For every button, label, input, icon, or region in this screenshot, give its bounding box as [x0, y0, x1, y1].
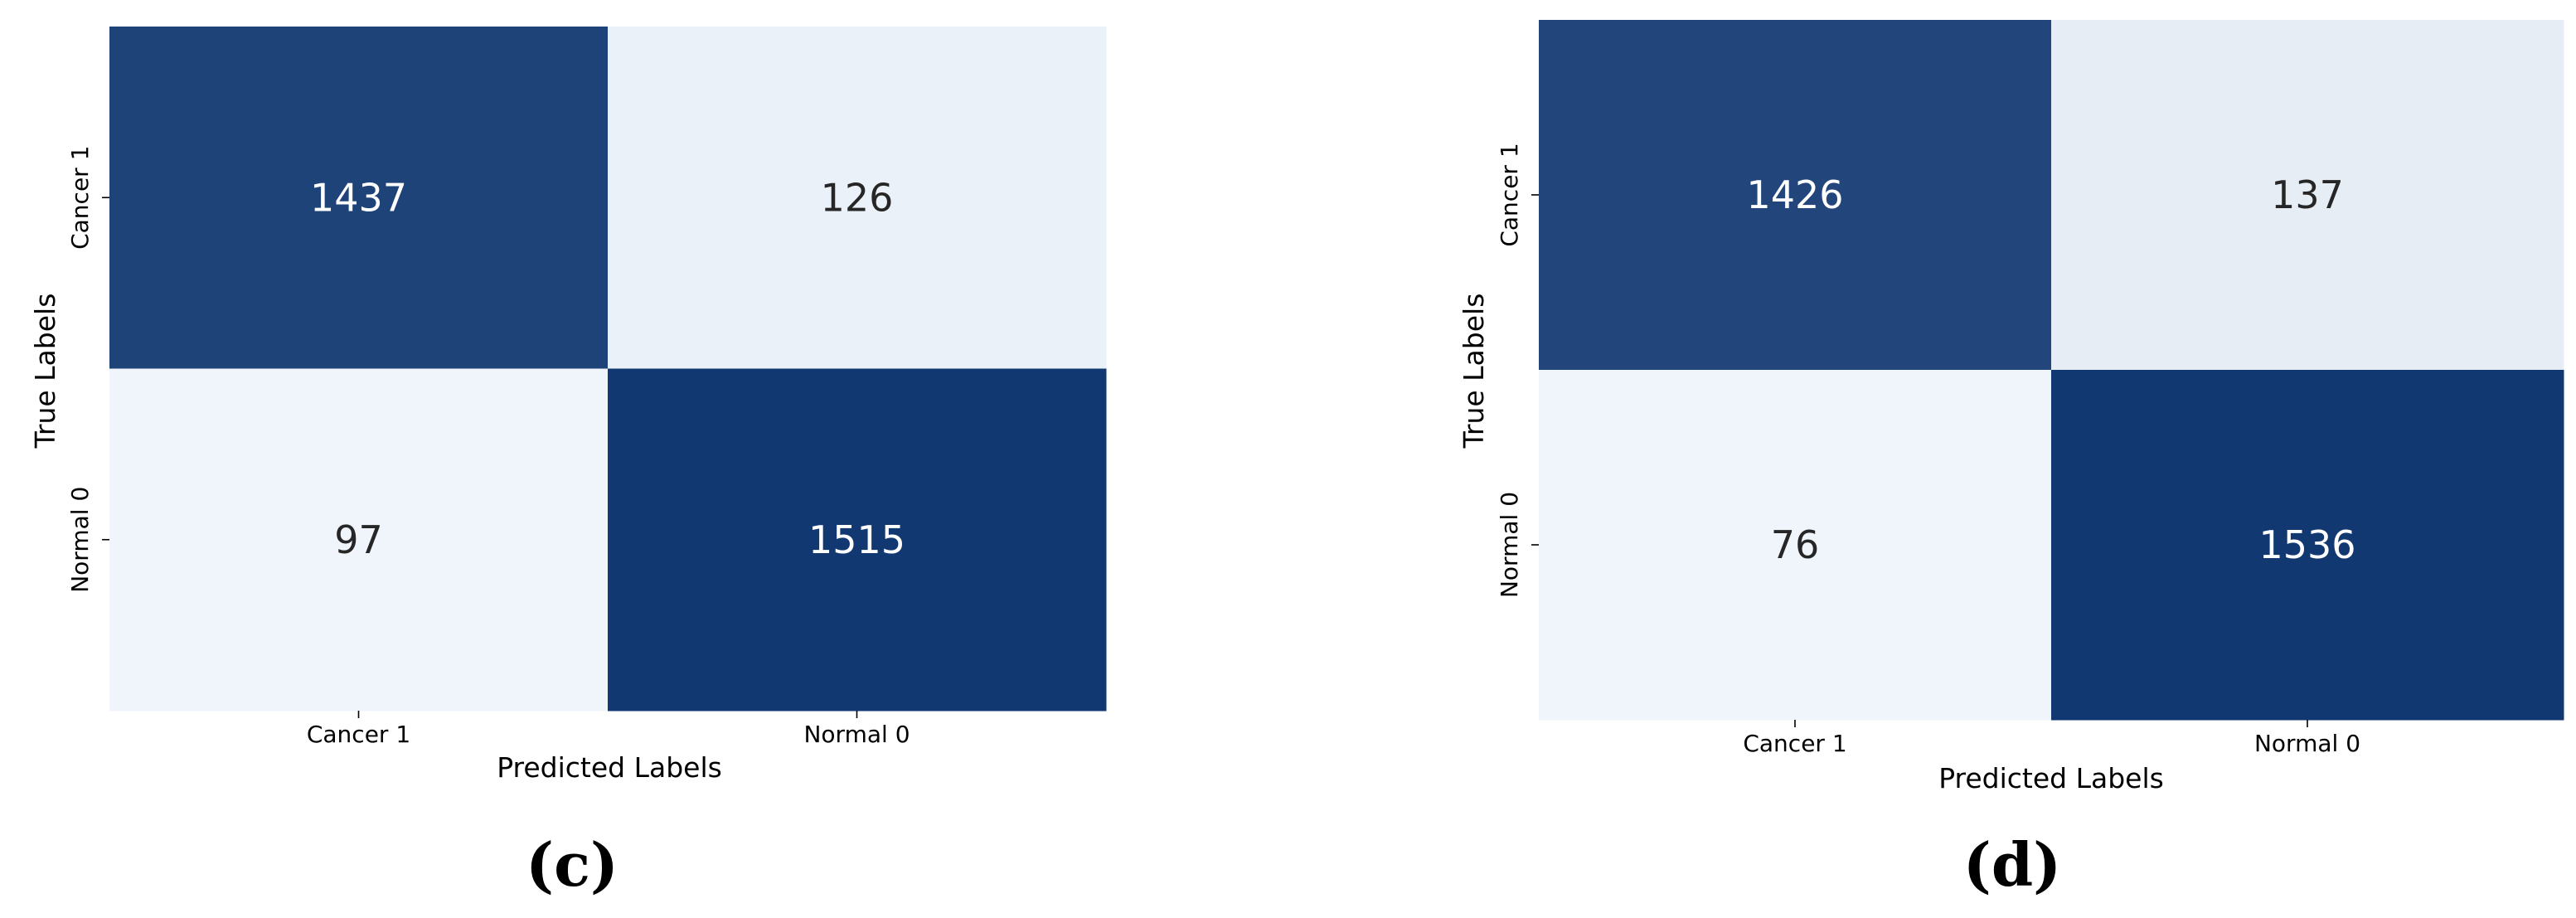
- confusion-matrix-d: 1426 137 76 1536 Cancer 1 Normal 0 Cancer 1 No…: [1458, 20, 2564, 900]
- axis-ticks: Cancer 1 Normal 0 Cancer 1 Normal 0: [66, 146, 910, 748]
- cell-value-label: 1426: [1746, 172, 1843, 217]
- heatmap-cell: [2051, 370, 2564, 721]
- cell-value-label: 97: [334, 517, 383, 562]
- x-tick-label: Normal 0: [2254, 730, 2360, 757]
- y-axis-label: True Labels: [29, 294, 61, 449]
- heatmap-cell: [1539, 20, 2052, 371]
- heatmap-cell: [109, 27, 609, 369]
- cell-value-label: 1515: [808, 517, 905, 562]
- x-tick-label: Normal 0: [803, 721, 910, 748]
- heatmap-cell: [608, 368, 1107, 712]
- panel-caption: (d): [1963, 829, 2061, 900]
- y-tick-label: Cancer 1: [1496, 143, 1523, 246]
- heatmap-cells: 1426 137 76 1536: [1539, 20, 2564, 721]
- y-axis-label: True Labels: [1458, 294, 1490, 449]
- heatmap-cell: [608, 27, 1107, 369]
- axis-ticks: Cancer 1 Normal 0 Cancer 1 Normal 0: [1496, 143, 2360, 757]
- x-axis-label: Predicted Labels: [497, 751, 722, 784]
- x-tick-label: Cancer 1: [307, 721, 410, 748]
- cell-value-label: 137: [2271, 172, 2344, 217]
- panel-caption: (c): [526, 829, 619, 900]
- heatmap-cell: [109, 368, 609, 712]
- x-tick-label: Cancer 1: [1743, 730, 1846, 757]
- y-tick-label: Normal 0: [66, 487, 94, 593]
- x-axis-label: Predicted Labels: [1938, 762, 2164, 794]
- cell-value-label: 1437: [310, 175, 407, 220]
- cell-value-label: 76: [1771, 522, 1820, 567]
- cell-value-label: 126: [821, 175, 894, 220]
- heatmap-cell: [2051, 20, 2564, 371]
- y-tick-label: Normal 0: [1496, 492, 1523, 598]
- y-tick-label: Cancer 1: [66, 146, 94, 250]
- heatmap-cell: [1539, 370, 2052, 721]
- confusion-matrix-c: 1437 126 97 1515 Cancer 1 Normal 0 Cancer 1 No…: [29, 27, 1107, 900]
- cell-value-label: 1536: [2258, 522, 2355, 567]
- heatmap-cells: 1437 126 97 1515: [109, 27, 1107, 712]
